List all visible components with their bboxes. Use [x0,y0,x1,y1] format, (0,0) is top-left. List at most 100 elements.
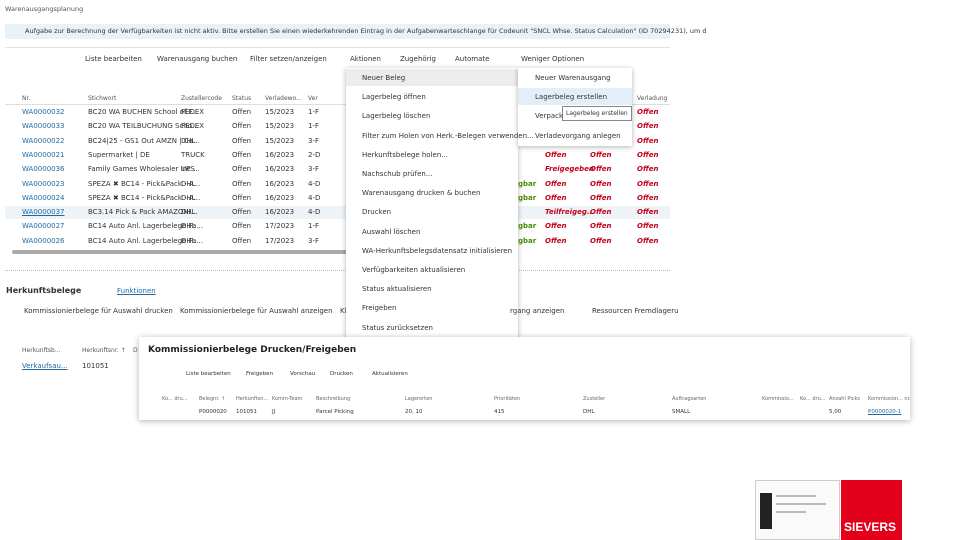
table-cell: gbar [518,193,537,202]
table-cell: Offen [232,208,252,217]
table-cell: SMALL [672,409,691,415]
menu-item[interactable]: Filter zum Holen von Herk.-Belegen verwe… [362,131,534,140]
table-cell: WA0000021 [22,150,65,159]
submenu-highlight [518,88,632,105]
table-cell: Offen [637,193,659,202]
table-cell: Offen [590,150,612,159]
menu-item[interactable]: WA-Herkunftsbelegsdatensatz initialisier… [362,246,513,255]
dialog-toolbar-button: Liste bearbeiten [186,371,231,377]
table-cell: 415 [494,409,505,415]
dialog-toolbar-button: Drucken [330,371,353,377]
scrollbar [12,250,512,254]
thumbnail [755,480,840,540]
dialog-title: Kommissionierbelege Drucken/Freigeben [148,345,357,355]
section-title: Herkunftsbelege [6,286,82,295]
toolbar-button[interactable]: Warenausgang buchen [157,55,238,63]
column-header: Nr. [22,95,31,102]
toolbar-button[interactable]: Liste bearbeiten [85,55,142,63]
table-cell: WA0000033 [22,122,65,131]
table-cell: Offen [637,122,659,131]
table-cell: DHL [583,409,595,415]
menu-item[interactable]: Nachschub prüfen... [362,170,433,178]
menu-item[interactable]: Neuer Beleg [362,74,406,82]
menu-item[interactable]: Lagerbeleg löschen [362,112,431,121]
menu-item[interactable]: Verfügbarkeiten aktualisieren [362,266,466,274]
column-header: Herkunftsnr. ↑ [82,347,126,354]
dialog [139,337,910,420]
menu-item[interactable]: Warenausgang drucken & buchen [362,189,481,198]
table-cell: 2-D [308,150,321,159]
column-header: Ver [308,95,318,102]
column-header: Belegnr. ↑ [199,396,226,402]
table-cell: 1-F [308,108,320,116]
table-cell: 4-D [308,179,321,188]
table-cell: JJ [272,409,276,415]
table-cell: BC24|25 - GS1 Out AMZN | Ca... [88,136,200,145]
table-cell: Parcel Picking [316,409,354,415]
table-cell: DHL [181,208,196,217]
table-cell: DHL [181,136,196,145]
table-cell: 3-F [308,165,320,174]
table-cell: 1-F [308,222,320,231]
table-cell: Offen [590,236,612,245]
table-cell: SPEZA ✖ BC14 - Pick&Pack - A... [88,193,201,202]
table-cell: WA0000026 [22,236,65,245]
column-header: Kommissio... [762,396,794,402]
toolbar-button[interactable]: Automate [455,55,490,63]
table-cell: gbar [518,236,537,245]
table-cell: Family Games Wholesaler Inc ... [88,165,200,174]
table-cell: gbar [518,222,537,231]
table-cell: 101051 [236,409,257,415]
table-cell: gbar [518,179,537,188]
table-cell: Teilfreigeg... [545,208,595,217]
column-header: Status [232,95,252,102]
toolbar-button[interactable]: Zugehörig [400,55,436,63]
action-button: Kommissionierbelege für Auswahl drucken [24,307,173,315]
toolbar-button[interactable]: Weniger Optionen [521,55,585,63]
action-button: rgang anzeigen [510,307,565,315]
table-cell: 101051 [82,362,109,370]
toolbar-button[interactable]: Aktionen [350,55,381,63]
table-cell: UPS [181,165,195,174]
column-header: Auftragsarten [672,396,707,402]
actions-menu [346,68,518,340]
dialog-toolbar-button: Aktualisieren [372,371,408,377]
toolbar-button[interactable]: Filter setzen/anzeigen [250,55,327,63]
column-header: Stichwort [88,95,117,102]
submenu-item[interactable]: Verpack [535,112,564,121]
submenu-item[interactable]: Lagerbeleg erstellen [535,93,608,102]
table-cell: Offen [545,236,567,245]
table-cell: Freigegeben [545,165,594,174]
menu-item[interactable]: Drucken [362,208,392,217]
section-tab: Funktionen [117,287,156,295]
table-cell: Supermarket | DE [88,150,150,159]
column-header: Komm-Team [272,396,303,402]
table-cell: 15/2023 [265,122,295,131]
table-cell: SPEZA ✖ BC14 - Pick&Pack - A... [88,179,201,188]
table-cell: 16/2023 [265,165,295,174]
column-header: Prioritäten [494,396,521,402]
table-cell: 16/2023 [265,179,295,188]
column-header: Lagerorten [405,396,433,402]
menu-item[interactable]: Auswahl löschen [362,227,421,236]
submenu-item[interactable]: Neuer Warenausgang [535,74,611,82]
table-cell: Offen [590,193,612,202]
menu-item[interactable]: Herkunftsbelege holen... [362,150,448,159]
table-cell: DHL [181,222,196,231]
menu-item[interactable]: Status zurücksetzen [362,323,433,332]
table-cell: Offen [637,208,659,217]
table-cell: Verkaufsau... [22,362,68,370]
submenu-item[interactable]: Verladevorgang anlegen [535,131,621,140]
table-cell: Offen [545,179,567,188]
dialog-toolbar-button: Vorschau [290,371,316,377]
menu-item[interactable]: Lagerbeleg öffnen [362,93,426,102]
menu-item[interactable]: Status aktualisieren [362,285,432,294]
table-cell: Offen [590,165,612,174]
table-cell: 4-D [308,193,321,202]
notification-bar [5,24,670,39]
menu-item[interactable]: Freigeben [362,304,397,313]
table-cell: 1-F [308,122,320,131]
menu-highlight [346,69,518,86]
table-cell: DHL [181,193,196,202]
table-cell: Offen [232,136,252,145]
